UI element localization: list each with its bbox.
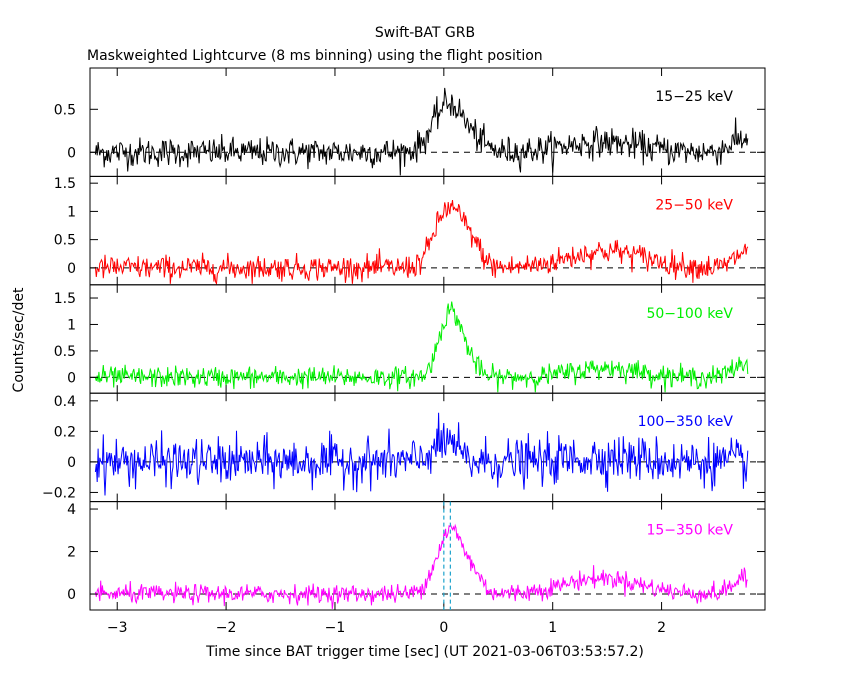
y-tick-label: 4: [67, 502, 76, 518]
x-tick-label: 1: [548, 620, 557, 636]
y-tick-label: −0.2: [42, 485, 76, 501]
panel-label: 25−50 keV: [655, 197, 733, 213]
y-tick-label: 1.5: [54, 291, 76, 307]
panel-frame: [89, 67, 766, 177]
y-tick-label: 0: [67, 587, 76, 603]
y-tick-label: 1: [67, 204, 76, 220]
series-line: [94, 412, 749, 496]
panel-label: 100−350 keV: [638, 414, 734, 430]
x-tick-label: −2: [216, 620, 237, 636]
y-tick-label: 0.4: [54, 394, 76, 410]
y-tick-label: 2: [67, 545, 76, 561]
y-tick-label: 0: [67, 261, 76, 277]
x-tick-label: 0: [439, 620, 448, 636]
y-tick-label: 0.2: [54, 424, 76, 440]
series-line: [94, 87, 749, 176]
y-tick-label: 1.5: [54, 176, 76, 192]
series-line: [94, 301, 749, 393]
panels-group: 0 0.5 15−25 keV 0 0.5 1 1.5 25−50 keV 0 0.5 1 1.5 50…: [42, 67, 766, 636]
x-tick-label: −1: [325, 620, 346, 636]
panel-label: 15−350 keV: [646, 523, 733, 539]
y-tick-label: 0.5: [54, 233, 76, 249]
series-line: [94, 200, 749, 286]
chart-title: Swift-BAT GRB: [375, 25, 475, 41]
chart-subtitle: Maskweighted Lightcurve (8 ms binning) u…: [87, 48, 543, 64]
y-tick-label: 0: [67, 370, 76, 386]
x-tick-label: −3: [107, 620, 128, 636]
panel-label: 15−25 keV: [655, 89, 733, 105]
x-tick-label: 2: [657, 620, 666, 636]
x-axis-label: Time since BAT trigger time [sec] (UT 20…: [205, 644, 644, 660]
panel-frame: [89, 501, 766, 611]
y-tick-label: 0.5: [54, 102, 76, 118]
panel-label: 50−100 keV: [646, 306, 733, 322]
y-tick-label: 0: [67, 145, 76, 161]
y-tick-label: 1: [67, 317, 76, 333]
y-axis-label: Counts/sec/det: [11, 287, 27, 392]
y-tick-label: 0: [67, 455, 76, 471]
panel-frame: [89, 392, 766, 503]
series-line: [94, 523, 748, 610]
y-tick-label: 0.5: [54, 344, 76, 360]
